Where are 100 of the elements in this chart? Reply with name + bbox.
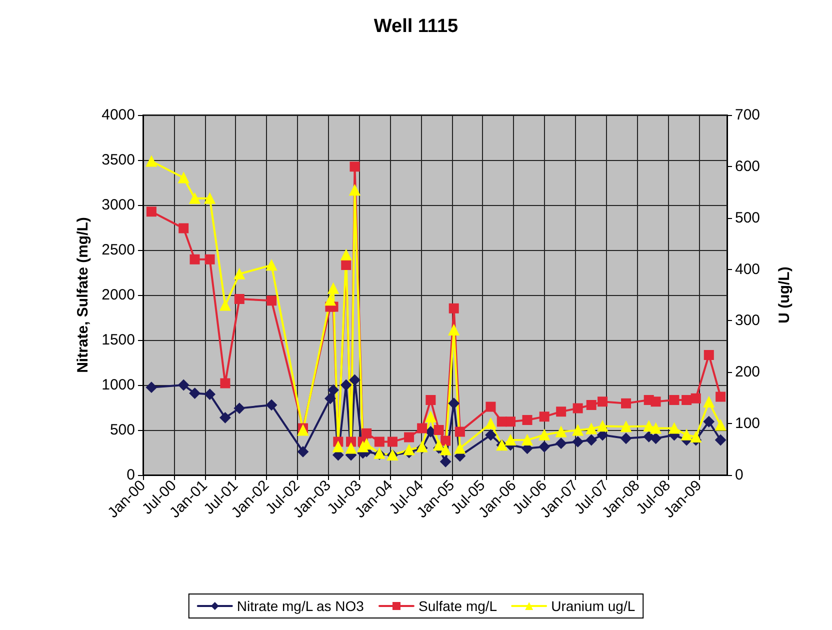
point xyxy=(597,420,608,432)
point xyxy=(598,396,608,407)
point xyxy=(328,384,339,396)
point xyxy=(539,412,550,422)
y2-tick-label: 300 xyxy=(735,312,760,330)
point xyxy=(324,294,336,306)
point xyxy=(650,422,662,434)
y-tick-label: 3500 xyxy=(102,152,135,168)
point xyxy=(426,395,436,406)
point xyxy=(234,268,245,280)
point xyxy=(346,442,357,454)
point xyxy=(505,434,516,446)
point xyxy=(586,400,596,410)
y-tick-label: 1500 xyxy=(102,332,135,348)
legend-label: Uranium ug/L xyxy=(551,598,636,614)
point xyxy=(486,402,496,412)
point xyxy=(328,282,339,294)
point xyxy=(362,428,372,438)
point xyxy=(346,436,356,447)
chart-title: Well 1115 xyxy=(374,16,459,37)
y2-tick-label: 700 xyxy=(735,106,760,124)
point xyxy=(572,403,583,414)
point xyxy=(417,423,428,434)
point xyxy=(146,206,156,217)
point xyxy=(704,350,714,360)
point xyxy=(440,444,452,456)
point xyxy=(340,380,352,390)
point xyxy=(538,429,550,440)
legend-label: Nitrate mg/L as NO3 xyxy=(236,598,364,614)
y2-tick-label: 600 xyxy=(735,158,760,175)
point xyxy=(204,192,216,204)
point xyxy=(332,441,344,452)
point xyxy=(669,395,680,406)
point xyxy=(621,398,632,408)
point xyxy=(572,436,584,448)
point xyxy=(454,426,465,437)
point xyxy=(341,260,352,270)
y-tick-label: 0 xyxy=(126,466,135,484)
point xyxy=(715,434,726,446)
y-tick-label: 1000 xyxy=(102,376,135,394)
y2-tick-label: 200 xyxy=(735,364,760,381)
point xyxy=(586,423,597,434)
y-tick-label: 500 xyxy=(110,422,135,438)
point xyxy=(506,416,516,427)
point xyxy=(387,436,398,447)
point xyxy=(349,374,360,386)
point xyxy=(204,254,215,264)
point xyxy=(690,431,702,442)
point xyxy=(324,393,336,404)
y2-axis-title: U (ug/L) xyxy=(776,266,793,324)
point xyxy=(297,424,308,436)
point xyxy=(146,156,157,167)
point xyxy=(620,432,632,444)
point xyxy=(586,434,597,446)
legend-label: Sulfate mg/L xyxy=(418,598,498,614)
point xyxy=(556,438,567,449)
y2-tick-label: 100 xyxy=(735,415,760,432)
point xyxy=(485,430,496,441)
point xyxy=(178,172,190,184)
point xyxy=(703,416,714,428)
point xyxy=(349,184,360,196)
point xyxy=(703,396,714,408)
point xyxy=(690,393,701,404)
point xyxy=(448,303,459,314)
point xyxy=(190,254,200,264)
point xyxy=(454,442,466,454)
point xyxy=(340,249,352,260)
point xyxy=(522,415,532,426)
y2-tick-label: 500 xyxy=(735,209,760,226)
point xyxy=(682,395,692,406)
point xyxy=(448,398,460,409)
point xyxy=(716,392,726,402)
point xyxy=(538,441,550,452)
point xyxy=(189,192,200,204)
point xyxy=(522,434,533,446)
point xyxy=(297,446,308,458)
point xyxy=(234,402,245,414)
point xyxy=(178,223,189,234)
y2-tick-label: 400 xyxy=(735,260,760,278)
point xyxy=(556,426,567,438)
point xyxy=(266,260,278,271)
point xyxy=(350,162,360,172)
point xyxy=(220,378,230,388)
point xyxy=(189,388,200,399)
point xyxy=(715,420,726,431)
point xyxy=(572,424,584,436)
point xyxy=(204,388,216,400)
point xyxy=(266,296,277,306)
point xyxy=(146,382,157,393)
point xyxy=(556,406,566,417)
point xyxy=(234,294,244,304)
point xyxy=(433,440,444,451)
point xyxy=(404,444,415,456)
point xyxy=(440,436,451,446)
y-tick-label: 3000 xyxy=(102,196,135,214)
point xyxy=(434,425,444,435)
point xyxy=(643,420,654,432)
point xyxy=(374,436,384,447)
point xyxy=(266,399,278,410)
y-tick-label: 2000 xyxy=(102,286,135,304)
